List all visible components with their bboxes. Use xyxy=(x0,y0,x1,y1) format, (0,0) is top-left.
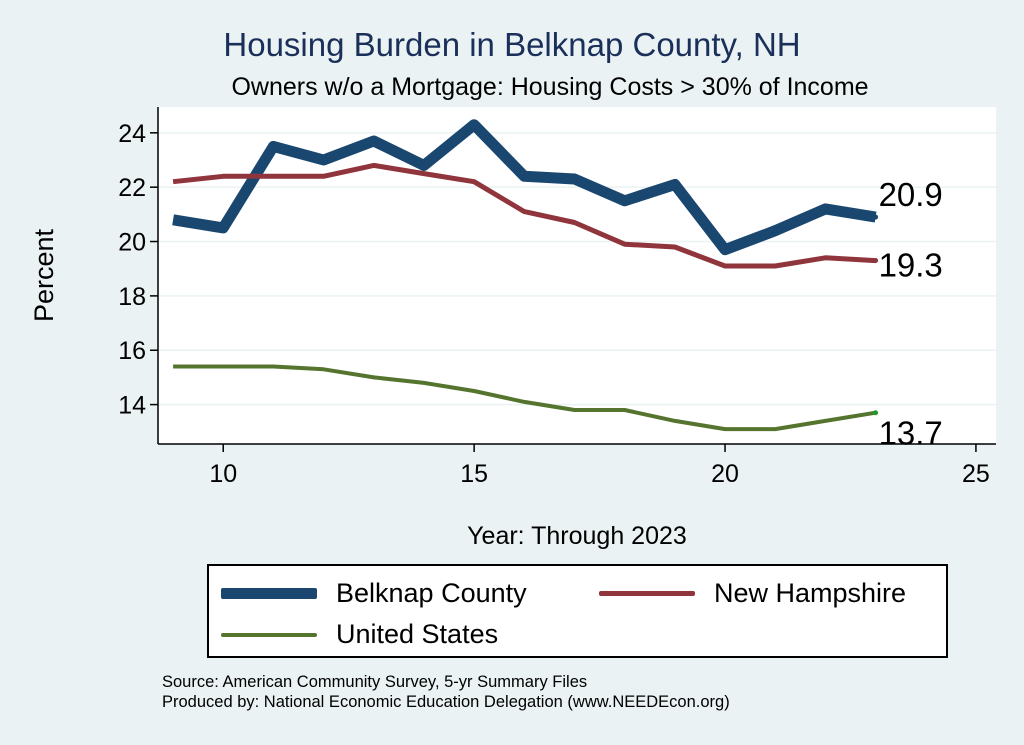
y-tick-label-14: 14 xyxy=(118,392,146,420)
legend-item-belknap: Belknap County xyxy=(221,578,527,609)
x-tick-label-20: 20 xyxy=(711,460,739,488)
y-tick-label-24: 24 xyxy=(118,120,146,148)
plot-area xyxy=(158,107,996,444)
x-tick-label-15: 15 xyxy=(460,460,488,488)
end-label-new-hampshire: 19.3 xyxy=(879,247,943,284)
series-line-united-states xyxy=(173,364,876,432)
x-axis-title: Year: Through 2023 xyxy=(467,522,687,550)
end-point-belknap xyxy=(873,214,879,220)
legend-label-united-states: United States xyxy=(336,619,499,649)
y-axis-title: Percent xyxy=(29,228,59,322)
end-label-belknap: 20.9 xyxy=(879,176,943,213)
source-note: Source: American Community Survey, 5-yr … xyxy=(162,672,730,712)
legend-label-belknap: Belknap County xyxy=(336,578,527,608)
y-tick-label-22: 22 xyxy=(118,174,146,202)
legend-swatch-united-states xyxy=(221,632,317,637)
chart-legend: Belknap County New Hampshire United Stat… xyxy=(207,564,948,658)
legend-label-new-hampshire: New Hampshire xyxy=(714,578,907,608)
end-point-new-hampshire xyxy=(873,258,879,264)
x-tick-label-10: 10 xyxy=(209,460,237,488)
produced-by-line: Produced by: National Economic Education… xyxy=(162,693,730,711)
legend-item-united-states: United States xyxy=(221,619,498,650)
end-label-united-states: 13.7 xyxy=(879,415,943,452)
y-tick-label-20: 20 xyxy=(118,229,146,257)
series-line-belknap xyxy=(172,119,877,256)
legend-swatch-new-hampshire xyxy=(599,591,695,596)
y-tick-label-18: 18 xyxy=(118,283,146,311)
legend-swatch-belknap xyxy=(221,588,317,599)
y-tick-label-16: 16 xyxy=(118,337,146,365)
legend-item-new-hampshire: New Hampshire xyxy=(599,578,906,609)
series-line-new-hampshire xyxy=(172,162,876,269)
chart-subtitle: Owners w/o a Mortgage: Housing Costs > 3… xyxy=(231,73,869,101)
chart-title: Housing Burden in Belknap County, NH xyxy=(223,26,801,63)
source-line: Source: American Community Survey, 5-yr … xyxy=(162,673,588,691)
x-tick-label-25: 25 xyxy=(962,460,990,488)
end-point-united-states xyxy=(873,410,879,416)
